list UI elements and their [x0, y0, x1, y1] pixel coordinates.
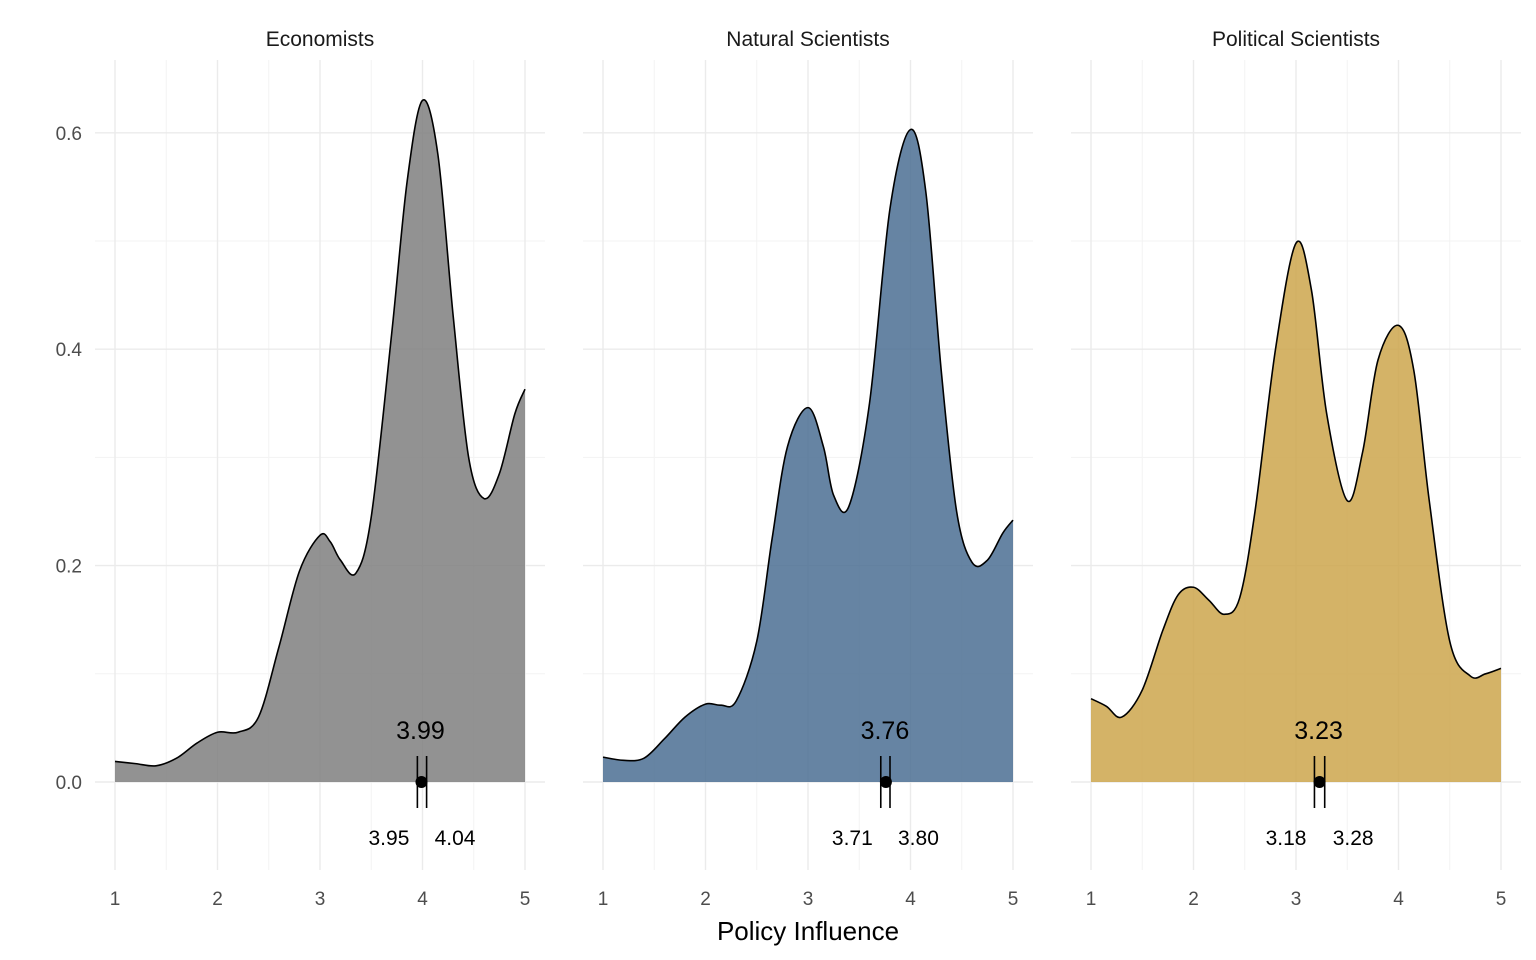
mean-label: 3.99	[396, 717, 445, 745]
y-tick-label: 0.2	[56, 557, 82, 578]
x-tick-label: 5	[520, 889, 531, 910]
mean-point	[879, 776, 892, 788]
facet-panel: Natural Scientists 3.76 3.71 3.80 1 2 3 4 5	[583, 28, 1033, 910]
x-tick-label: 2	[1188, 889, 1199, 910]
x-tick-label: 1	[598, 889, 609, 910]
x-tick-label: 3	[315, 889, 326, 910]
x-tick-label: 1	[1086, 889, 1097, 910]
ci-high-label: 4.04	[435, 827, 476, 850]
mean-point	[415, 776, 428, 788]
x-tick-label: 3	[1291, 889, 1302, 910]
x-tick-label: 4	[1393, 889, 1404, 910]
ci-low-label: 3.95	[369, 827, 410, 850]
facet-panel: Economists 3.99 3.95 4.04 1 2 3 4 5	[95, 28, 545, 910]
density-curve	[114, 99, 526, 767]
x-tick-label: 5	[1496, 889, 1507, 910]
x-tick-label: 2	[212, 889, 223, 910]
density-area	[115, 99, 525, 783]
mean-label: 3.23	[1294, 717, 1343, 745]
facet-title: Natural Scientists	[726, 28, 889, 51]
facet-panel: Political Scientists 3.23 3.18 3.28 1 2 3 4 5	[1071, 28, 1521, 910]
y-axis: 0.0 0.2 0.4 0.6	[56, 124, 83, 794]
x-tick-label: 4	[905, 889, 916, 910]
x-tick-label: 4	[417, 889, 428, 910]
x-tick-label: 2	[700, 889, 711, 910]
ci-high-label: 3.28	[1333, 827, 1374, 850]
x-axis-title: Policy Influence	[717, 916, 899, 946]
ci-low-label: 3.18	[1266, 827, 1307, 850]
density-curve	[602, 128, 1014, 762]
mean-point	[1313, 776, 1326, 788]
x-tick-label: 3	[803, 889, 814, 910]
x-tick-label: 5	[1008, 889, 1019, 910]
x-tick-label: 1	[110, 889, 121, 910]
y-tick-label: 0.4	[56, 340, 83, 361]
y-tick-label: 0.6	[56, 124, 82, 145]
ci-high-label: 3.80	[898, 827, 939, 850]
density-area	[1091, 241, 1501, 782]
density-curve	[1090, 240, 1502, 719]
density-area	[603, 129, 1013, 782]
mean-label: 3.76	[861, 717, 910, 745]
facet-title: Political Scientists	[1212, 28, 1380, 51]
ci-low-label: 3.71	[832, 827, 873, 850]
facet-title: Economists	[266, 28, 375, 51]
y-tick-label: 0.0	[56, 773, 82, 794]
